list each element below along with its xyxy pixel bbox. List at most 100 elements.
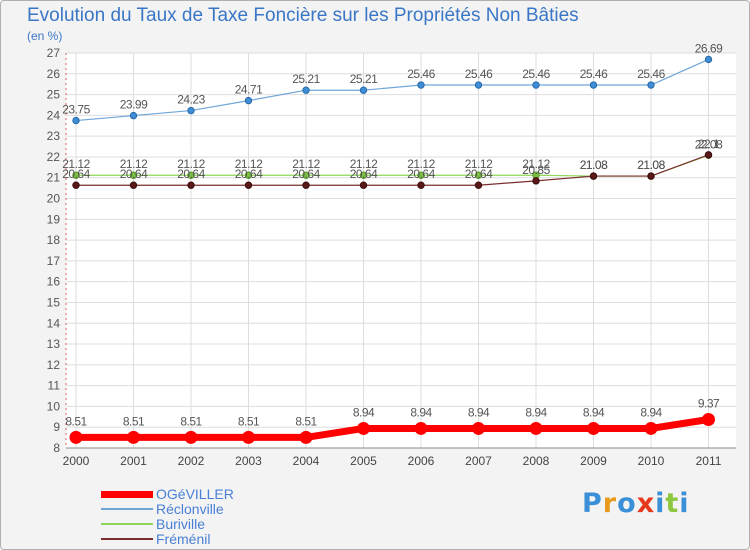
legend-swatch: [101, 491, 153, 498]
data-label: 20.64: [465, 167, 493, 181]
data-point: [302, 171, 310, 179]
legend-label: Buriville: [156, 516, 206, 532]
data-point: [589, 172, 598, 180]
data-label: 20.64: [350, 167, 378, 181]
data-point: [472, 421, 485, 435]
data-label: 21.12: [235, 157, 263, 171]
data-point: [242, 430, 255, 444]
y-tick-label: 10: [47, 399, 61, 413]
data-label: 20.64: [177, 167, 205, 181]
data-label: 8.51: [295, 414, 317, 428]
y-tick-label: 22: [47, 150, 61, 164]
data-label: 9.37: [698, 397, 720, 411]
data-label: 25.46: [465, 67, 493, 81]
data-point: [414, 421, 428, 435]
logo-letter: o: [617, 488, 637, 519]
x-tick-label: 2006: [408, 454, 435, 468]
data-point: [702, 413, 715, 427]
data-label: 23.75: [62, 103, 90, 117]
y-tick-label: 9: [53, 420, 60, 434]
data-point: [647, 81, 655, 89]
data-point: [72, 171, 80, 179]
legend-label: Réclonville: [156, 501, 224, 517]
data-point: [69, 430, 83, 444]
data-point: [704, 151, 713, 159]
data-point: [647, 172, 655, 180]
data-label: 25.46: [580, 67, 608, 81]
y-tick-label: 14: [47, 316, 61, 330]
data-label: 21.08: [637, 158, 665, 172]
data-label: 25.21: [350, 72, 378, 86]
y-tick-label: 11: [48, 379, 61, 393]
plot-area: [66, 53, 736, 448]
data-label: 25.46: [637, 67, 665, 81]
proxiti-logo: Proxiti: [582, 488, 690, 519]
data-point: [359, 171, 368, 179]
x-tick-label: 2004: [293, 454, 320, 468]
logo-letter: r: [602, 488, 618, 519]
y-tick-label: 17: [47, 254, 61, 268]
data-label: 25.21: [292, 72, 320, 86]
data-point: [302, 181, 310, 189]
data-point: [129, 171, 138, 179]
data-point: [644, 421, 658, 435]
data-point: [129, 111, 138, 120]
data-label: 26.69: [695, 41, 723, 55]
x-tick-label: 2010: [638, 454, 665, 468]
data-point: [244, 171, 253, 179]
data-label: 22.1: [698, 137, 720, 151]
legend-swatch: [101, 523, 153, 525]
data-label: 8.94: [640, 405, 662, 419]
data-point: [587, 421, 600, 435]
data-label: 22.08: [695, 137, 723, 151]
data-label: 8.94: [583, 405, 605, 419]
data-label: 20.64: [120, 167, 148, 181]
data-label: 20.64: [407, 167, 435, 181]
y-tick-label: 12: [47, 358, 61, 372]
data-point: [127, 430, 140, 444]
data-point: [302, 86, 310, 94]
x-tick-label: 2011: [696, 454, 722, 468]
data-label: 20.85: [522, 163, 550, 177]
y-tick-label: 27: [47, 46, 61, 60]
y-tick-label: 15: [47, 295, 61, 309]
data-point: [187, 181, 195, 189]
data-point: [72, 116, 80, 125]
data-label: 21.12: [465, 157, 493, 171]
data-point: [529, 421, 543, 435]
data-point: [589, 81, 598, 89]
x-tick-label: 2002: [178, 454, 205, 468]
data-label: 21.12: [292, 157, 320, 171]
data-label: 8.51: [65, 414, 87, 428]
data-point: [359, 181, 368, 189]
x-tick-label: 2003: [235, 454, 262, 468]
data-point: [299, 430, 313, 444]
data-label: 20.64: [292, 167, 320, 181]
y-tick-label: 23: [47, 129, 61, 143]
logo-letter: i: [679, 488, 690, 519]
y-tick-label: 24: [47, 108, 61, 122]
chart-title: Evolution du Taux de Taxe Foncière sur l…: [27, 5, 579, 26]
logo-letter: x: [636, 488, 656, 519]
data-label: 8.51: [238, 414, 260, 428]
data-label: 21.08: [637, 158, 665, 172]
data-label: 21.08: [580, 158, 608, 172]
series-line-0: [72, 416, 712, 441]
y-tick-label: 20: [47, 192, 61, 206]
data-label: 21.12: [407, 157, 435, 171]
data-label: 24.23: [177, 93, 205, 107]
data-point: [417, 181, 425, 189]
data-label: 8.94: [468, 405, 490, 419]
legend-label: Fréménil: [156, 531, 211, 547]
legend-label: OGéVILLER: [156, 486, 234, 502]
data-label: 20.64: [235, 167, 263, 181]
logo-letter: i: [655, 488, 666, 519]
data-label: 25.46: [407, 67, 435, 81]
data-label: 25.46: [522, 67, 550, 81]
data-label: 8.51: [123, 414, 145, 428]
legend-swatch: [101, 538, 153, 540]
data-label: 8.51: [180, 414, 202, 428]
x-tick-label: 2009: [580, 454, 607, 468]
